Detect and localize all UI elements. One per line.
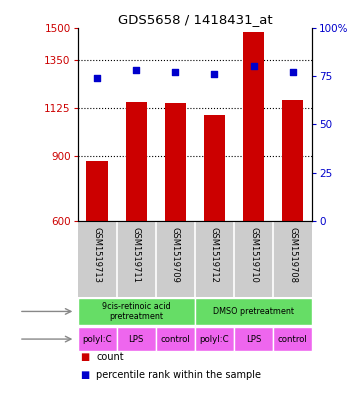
Bar (282, 99, 304, 221)
Bar (86, 161, 108, 221)
Bar (78, 298, 195, 325)
Point (212, 71, 217, 77)
Point (133, 67, 139, 73)
Bar (126, 102, 147, 221)
Text: GSM1519709: GSM1519709 (171, 227, 180, 283)
Bar (234, 327, 273, 351)
Bar (273, 327, 312, 351)
Bar (204, 114, 225, 221)
Text: DMSO pretreatment: DMSO pretreatment (213, 307, 294, 316)
Text: GSM1519710: GSM1519710 (249, 227, 258, 283)
Bar (165, 103, 186, 221)
Bar (156, 327, 195, 351)
Text: control: control (161, 334, 190, 343)
Text: LPS: LPS (246, 334, 261, 343)
Point (94, 75, 100, 81)
Point (290, 69, 296, 75)
Text: LPS: LPS (129, 334, 144, 343)
Point (173, 69, 178, 75)
Text: GSM1519712: GSM1519712 (210, 227, 219, 283)
Title: GDS5658 / 1418431_at: GDS5658 / 1418431_at (118, 13, 272, 26)
Point (251, 63, 256, 69)
Text: ■: ■ (80, 353, 89, 362)
Bar (117, 327, 156, 351)
Bar (243, 32, 264, 221)
Bar (195, 298, 312, 325)
Text: ■: ■ (80, 370, 89, 380)
Text: 9cis-retinoic acid
pretreatment: 9cis-retinoic acid pretreatment (102, 302, 171, 321)
Text: GSM1519711: GSM1519711 (132, 227, 141, 283)
Bar (78, 327, 117, 351)
Text: polyI:C: polyI:C (200, 334, 229, 343)
Text: percentile rank within the sample: percentile rank within the sample (96, 370, 261, 380)
Text: GSM1519713: GSM1519713 (93, 227, 102, 283)
Text: control: control (278, 334, 308, 343)
Text: GSM1519708: GSM1519708 (288, 227, 297, 283)
Text: polyI:C: polyI:C (82, 334, 112, 343)
Text: count: count (96, 353, 124, 362)
Bar (195, 327, 234, 351)
